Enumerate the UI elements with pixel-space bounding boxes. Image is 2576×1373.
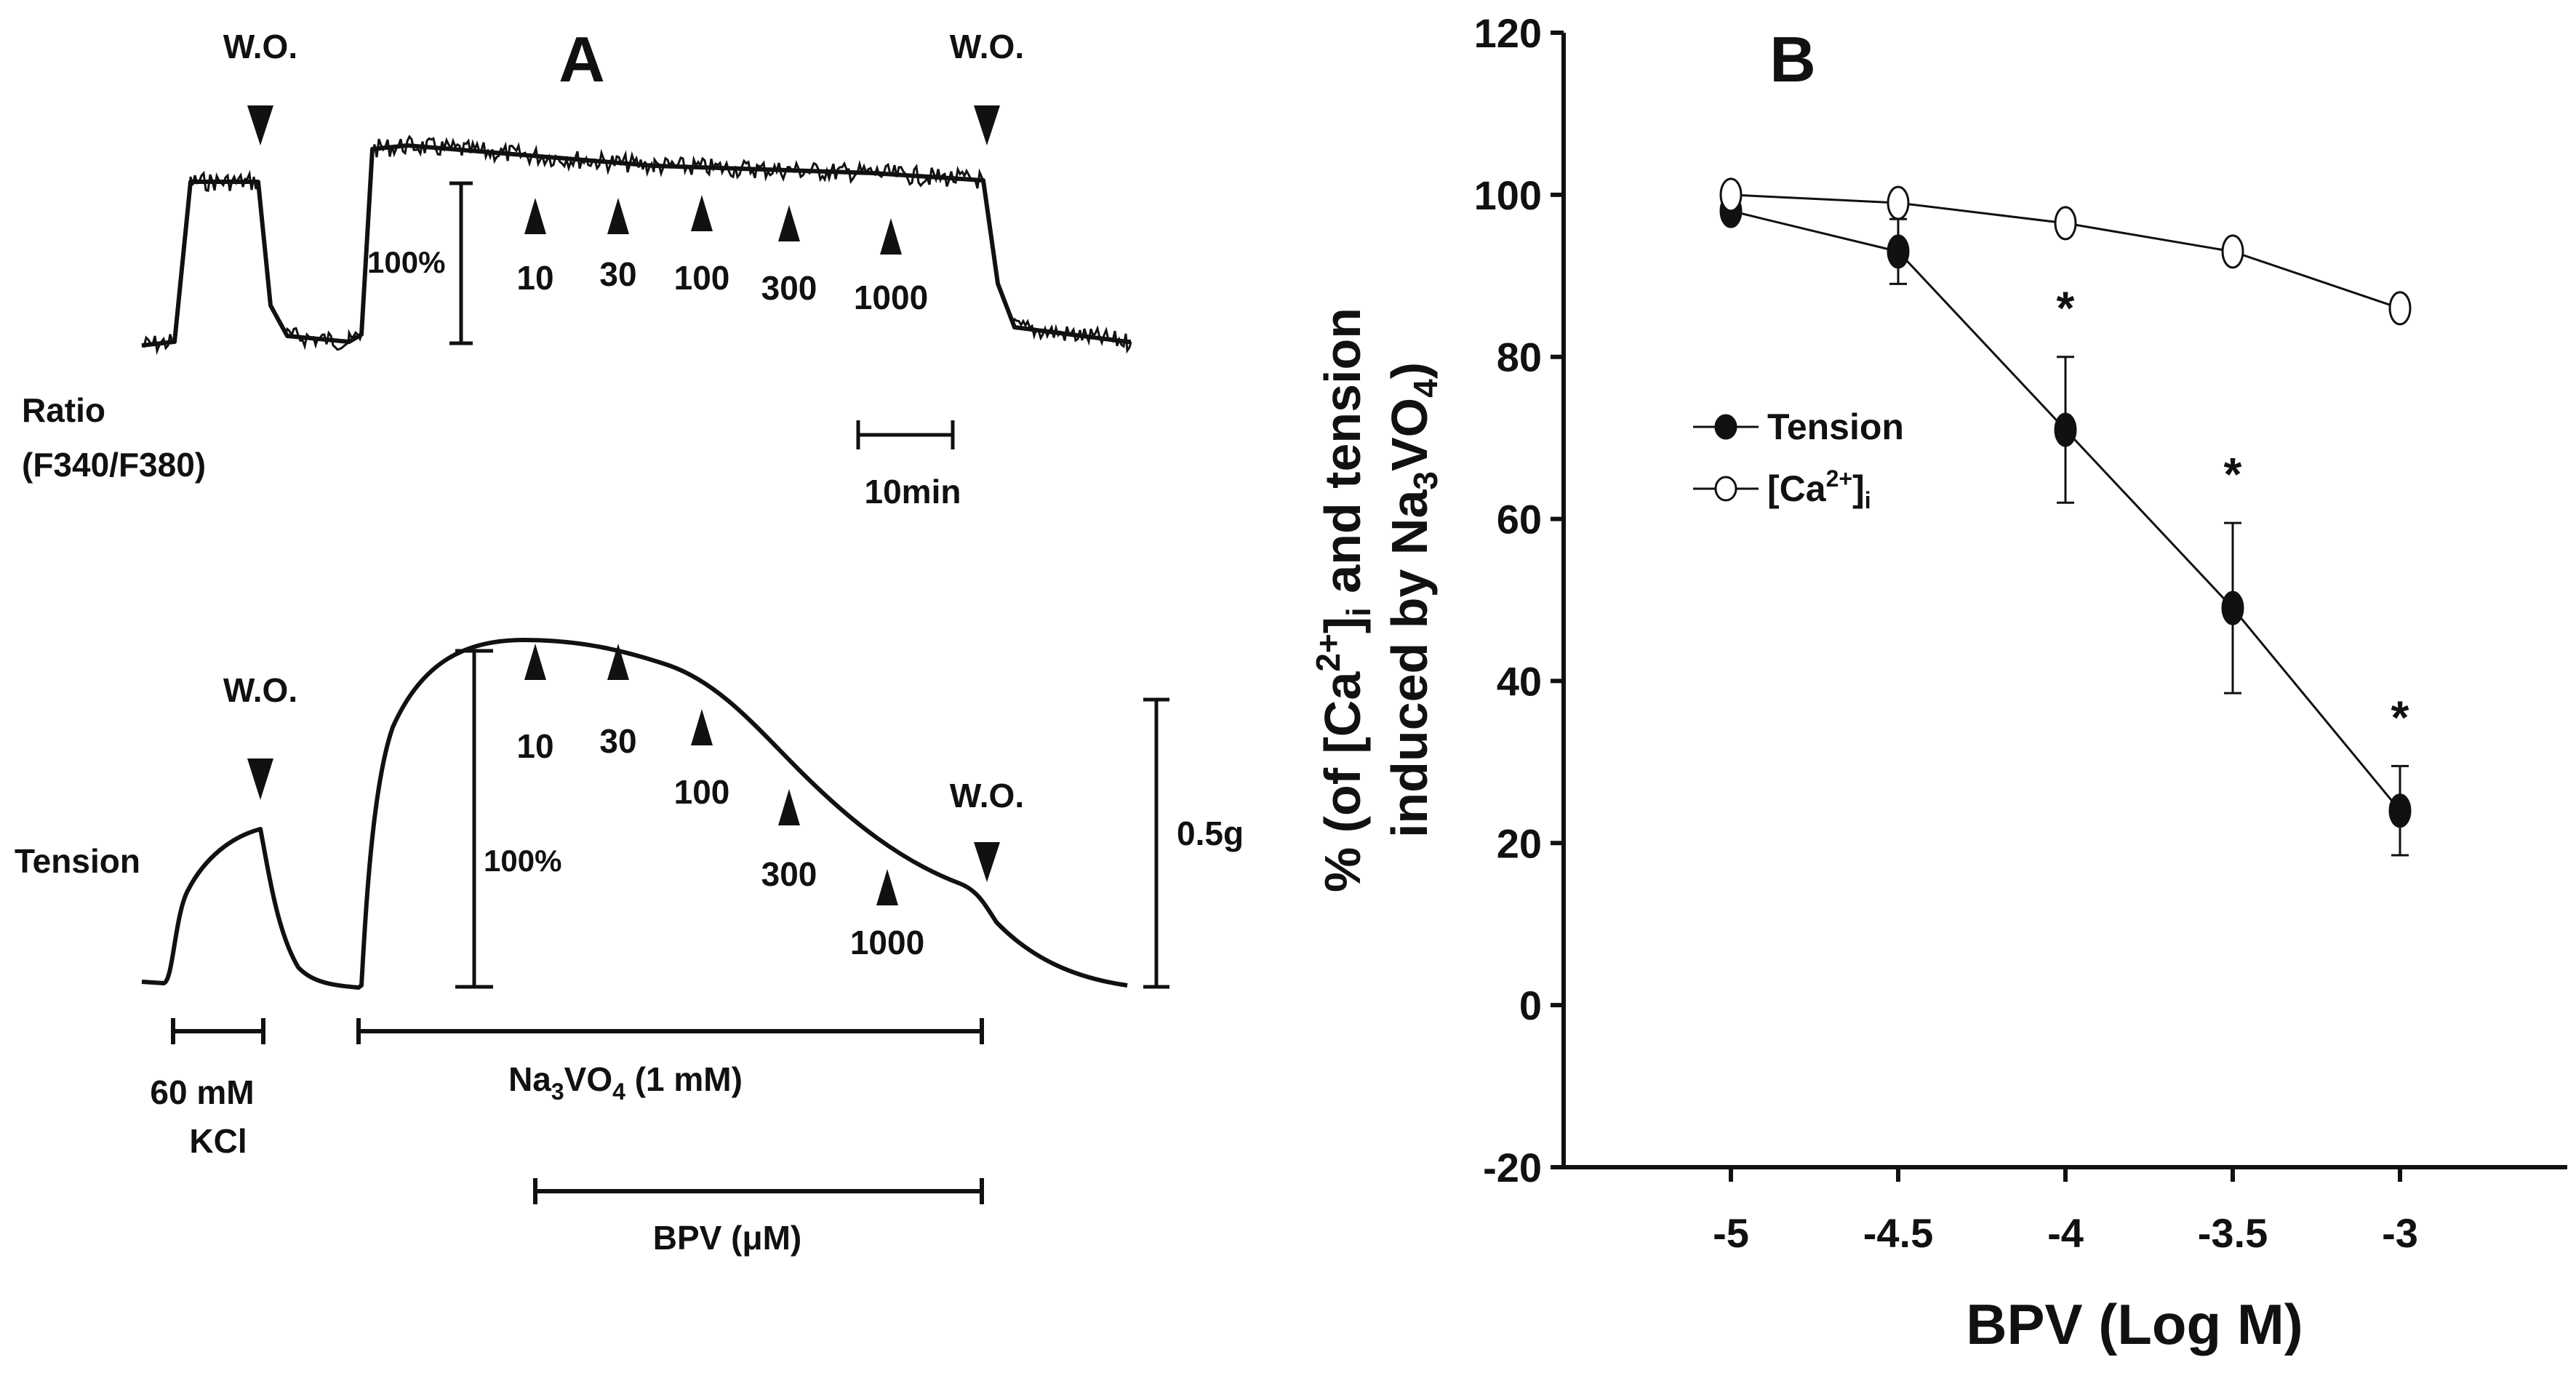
tension-dose-arrows: 10 30 100 300 1000 bbox=[516, 644, 924, 961]
ratio-dose-arrow bbox=[691, 195, 713, 231]
y-tick-label: 80 bbox=[1497, 335, 1542, 380]
x-tick-label: -3 bbox=[2382, 1210, 2418, 1256]
ratio-100-label: 100% bbox=[367, 245, 445, 279]
tension-point bbox=[2221, 591, 2244, 625]
legend-tension: Tension bbox=[1693, 407, 1904, 447]
bpv-bar bbox=[533, 1178, 984, 1204]
time-scale-label: 10min bbox=[865, 473, 961, 511]
y-tick-label: 60 bbox=[1497, 497, 1542, 543]
ratio-dose-arrow bbox=[607, 198, 629, 234]
y-axis-label-line2: induced by Na3VO4) bbox=[1381, 362, 1444, 838]
ratio-trace-group: Ratio (F340/F380) W.O. W.O. 100% 10 30 100… bbox=[22, 28, 1132, 511]
tension-dose-arrow bbox=[524, 644, 546, 680]
ratio-ylabel-2: (F340/F380) bbox=[22, 446, 206, 484]
kcl-label-1: 60 mM bbox=[150, 1073, 254, 1111]
g-scalebar bbox=[1143, 697, 1169, 989]
time-scalebar bbox=[856, 420, 955, 449]
ratio-100-scalebar bbox=[449, 181, 473, 345]
calcium-point bbox=[2054, 206, 2077, 241]
tension-dose-arrow bbox=[876, 869, 898, 905]
panel-b-label: B bbox=[1769, 23, 1816, 95]
ratio-dose-label: 100 bbox=[674, 259, 730, 297]
tension-ylabel: Tension bbox=[15, 842, 140, 880]
tension-dose-arrow bbox=[778, 789, 800, 825]
y-axis-label: % (of [Ca2+]i and tension induced by Na3… bbox=[1309, 308, 1444, 892]
kcl-label-2: KCl bbox=[189, 1122, 247, 1160]
tension-wo-arrow-1 bbox=[247, 758, 273, 800]
panel-b-chart: B -20 0 20 40 60 80 100 120 -5 -4.5 -4 -3.5 -3 BPV … bbox=[1309, 10, 2567, 1356]
g-scale-label: 0.5g bbox=[1177, 814, 1244, 852]
ratio-wo-arrow-1 bbox=[247, 105, 273, 145]
vanadate-label: Na3VO4 (1 mM) bbox=[508, 1060, 743, 1105]
ratio-wo-arrow-2 bbox=[974, 105, 1000, 145]
tension-wo-label-1: W.O. bbox=[223, 671, 297, 709]
legend-calcium-marker bbox=[1714, 476, 1737, 502]
ratio-dose-arrow bbox=[778, 205, 800, 241]
tension-trace bbox=[141, 638, 1128, 990]
tension-wo-arrow-2 bbox=[974, 842, 1000, 882]
x-axis-label: BPV (Log M) bbox=[1966, 1292, 2303, 1356]
legend-tension-marker bbox=[1714, 414, 1737, 440]
calcium-point bbox=[2388, 291, 2412, 326]
bpv-label: BPV (μM) bbox=[653, 1219, 801, 1257]
ratio-wo-label-1: W.O. bbox=[223, 28, 297, 65]
tension-dose-arrow bbox=[691, 709, 713, 745]
x-tick-label: -4 bbox=[2047, 1210, 2084, 1256]
tension-100-scalebar bbox=[455, 649, 493, 989]
tension-dose-label: 300 bbox=[761, 855, 817, 893]
x-tick-label: -3.5 bbox=[2198, 1210, 2268, 1256]
calcium-point bbox=[1719, 177, 1743, 212]
kcl-bar bbox=[171, 1018, 265, 1044]
y-tick-label: 20 bbox=[1497, 820, 1542, 866]
legend-calcium: [Ca2+]i bbox=[1693, 465, 1871, 513]
ratio-dose-label: 10 bbox=[516, 259, 553, 297]
ratio-dose-arrows: 10 30 100 300 1000 bbox=[516, 195, 928, 316]
tension-point bbox=[2388, 793, 2412, 828]
panel-a-label: A bbox=[559, 23, 605, 95]
x-ticks: -5 -4.5 -4 -3.5 -3 bbox=[1713, 1167, 2418, 1256]
tension-100-label: 100% bbox=[484, 844, 561, 878]
ratio-dose-label: 30 bbox=[599, 255, 636, 293]
x-tick-label: -5 bbox=[1713, 1210, 1749, 1256]
legend: Tension [Ca2+]i bbox=[1693, 407, 1904, 513]
y-tick-label: 120 bbox=[1474, 10, 1542, 56]
tension-dose-label: 100 bbox=[674, 773, 730, 811]
ratio-dose-label: 1000 bbox=[854, 279, 928, 316]
y-tick-label: 100 bbox=[1474, 172, 1542, 218]
ratio-trace-noise bbox=[141, 135, 1132, 356]
y-ticks: -20 0 20 40 60 80 100 120 bbox=[1474, 10, 1564, 1190]
y-tick-label: 40 bbox=[1497, 658, 1542, 704]
tension-trace-group: Tension W.O. W.O. 100% 10 30 100 300 1000 0.… bbox=[15, 638, 1244, 990]
treatment-bars: 60 mM KCl Na3VO4 (1 mM) BPV (μM) bbox=[150, 1018, 984, 1257]
legend-calcium-label: [Ca2+]i bbox=[1767, 465, 1871, 513]
y-axis-label-line1: % (of [Ca2+]i and tension bbox=[1309, 308, 1377, 892]
calcium-point bbox=[2221, 234, 2244, 269]
ratio-ylabel-1: Ratio bbox=[22, 391, 105, 429]
tension-dose-label: 10 bbox=[516, 727, 553, 765]
y-tick-label: -20 bbox=[1483, 1145, 1542, 1190]
legend-tension-label: Tension bbox=[1767, 407, 1904, 447]
ratio-dose-label: 300 bbox=[761, 269, 817, 307]
significance-mark: * bbox=[2391, 691, 2409, 743]
y-tick-label: 0 bbox=[1519, 982, 1542, 1028]
ratio-wo-label-2: W.O. bbox=[950, 28, 1024, 65]
vanadate-bar bbox=[356, 1018, 984, 1044]
significance-mark: * bbox=[2057, 282, 2075, 335]
tension-point bbox=[2054, 412, 2077, 447]
tension-dose-label: 1000 bbox=[850, 924, 924, 961]
tension-point bbox=[1887, 234, 1910, 269]
x-tick-label: -4.5 bbox=[1863, 1210, 1934, 1256]
significance-mark: * bbox=[2224, 448, 2242, 500]
ratio-dose-arrow bbox=[524, 198, 546, 234]
tension-dose-arrow bbox=[607, 644, 629, 680]
ratio-trace bbox=[141, 143, 1132, 348]
series-layer: * * * bbox=[1719, 177, 2412, 857]
tension-wo-label-2: W.O. bbox=[950, 777, 1024, 814]
ratio-dose-arrow bbox=[880, 218, 902, 255]
tension-dose-label: 30 bbox=[599, 722, 636, 760]
calcium-point bbox=[1887, 185, 1910, 220]
panel-a: A Ratio (F340/F380) W.O. W.O. 100% 10 30 1… bbox=[15, 23, 1244, 1257]
